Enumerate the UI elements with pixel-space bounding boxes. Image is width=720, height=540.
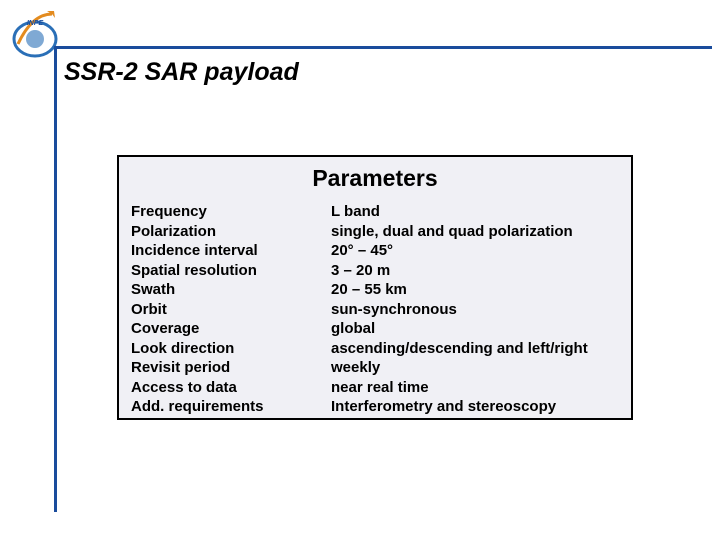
param-label: Spatial resolution [131,261,331,281]
slide-title: SSR-2 SAR payload [64,58,299,87]
param-row: Polarization single, dual and quad polar… [131,222,619,242]
param-row: Swath 20 – 55 km [131,280,619,300]
param-row: Coverage global [131,319,619,339]
param-label: Access to data [131,378,331,398]
param-row: Spatial resolution 3 – 20 m [131,261,619,281]
param-label: Coverage [131,319,331,339]
param-value: ascending/descending and left/right [331,339,619,359]
param-row: Look direction ascending/descending and … [131,339,619,359]
param-value: 3 – 20 m [331,261,619,281]
param-row: Frequency L band [131,202,619,222]
horizontal-rule [54,46,712,49]
slide: INPE SSR-2 SAR payload Parameters Freque… [0,0,720,540]
param-label: Add. requirements [131,397,331,417]
param-row: Orbit sun-synchronous [131,300,619,320]
parameters-heading: Parameters [131,165,619,192]
vertical-rule [54,46,57,512]
param-label: Frequency [131,202,331,222]
param-row: Incidence interval 20° – 45° [131,241,619,261]
param-value: global [331,319,619,339]
param-row: Access to data near real time [131,378,619,398]
param-value: 20 – 55 km [331,280,619,300]
param-label: Incidence interval [131,241,331,261]
param-label: Orbit [131,300,331,320]
param-value: 20° – 45° [331,241,619,261]
param-value: Interferometry and stereoscopy [331,397,619,417]
param-row: Revisit period weekly [131,358,619,378]
param-value: weekly [331,358,619,378]
param-label: Polarization [131,222,331,242]
param-value: sun-synchronous [331,300,619,320]
param-label: Revisit period [131,358,331,378]
param-value: L band [331,202,619,222]
parameters-box: Parameters Frequency L band Polarization… [117,155,633,420]
param-row: Add. requirements Interferometry and ste… [131,397,619,417]
param-label: Look direction [131,339,331,359]
logo-text: INPE [27,20,44,27]
param-label: Swath [131,280,331,300]
param-value: near real time [331,378,619,398]
param-value: single, dual and quad polarization [331,222,619,242]
